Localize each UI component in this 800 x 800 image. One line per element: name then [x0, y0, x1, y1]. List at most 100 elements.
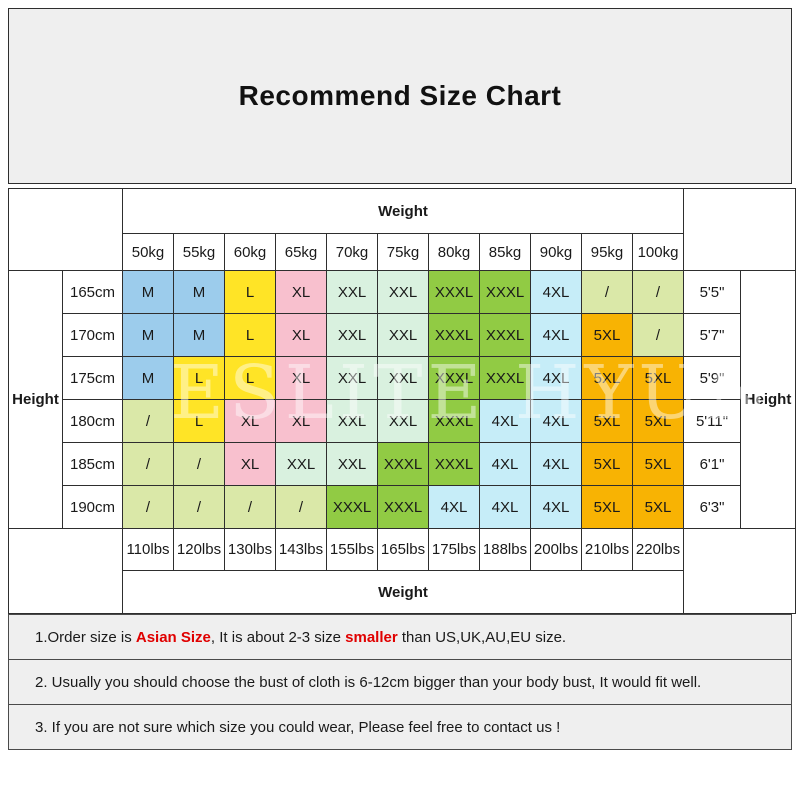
weight-kg-header: 55kg [173, 233, 225, 271]
weight-kg-header: 95kg [581, 233, 633, 271]
weight-header-row: Weight [8, 188, 797, 271]
kg-header-row: 50kg 55kg 60kg 65kg 70kg 75kg 80kg 85kg 90kg 95kg… [9, 233, 796, 271]
weight-lbs-header: 120lbs [173, 528, 225, 571]
lbs-header-row: 110lbs 120lbs 130lbs 143lbs 155lbs 165lbs 175l… [8, 528, 797, 614]
size-cell: M [173, 313, 225, 357]
size-row-190cm: 190cm / / / / XXXL XXXL 4XL 4XL 4XL 5XL 5XL 6'3" [9, 485, 796, 529]
size-cell: 4XL [428, 485, 480, 529]
size-cell: 4XL [530, 270, 582, 314]
size-cell: XXL [326, 313, 378, 357]
size-row-165cm: Height 165cm M M L XL XXL XXL XXXL XXXL 4XL //5'5" H… [8, 270, 797, 529]
weight-kg-header: 70kg [326, 233, 378, 271]
notes-section: 1.Order size is Asian Size, It is about … [8, 614, 792, 750]
size-cell: XL [224, 442, 276, 486]
size-cell: M [173, 270, 225, 314]
weight-kg-header: 60kg [224, 233, 276, 271]
size-row-180cm: 180cm / L XL XL XXL XXL XXXL 4XL 4XL 5XL 5XL 5'11" [9, 399, 796, 443]
size-cell: M [122, 270, 174, 314]
height-cm-header: 180cm [62, 399, 123, 443]
size-cell: / [173, 442, 225, 486]
weight-lbs-header: 175lbs [428, 528, 480, 571]
content-area: Recommend Size Chart Weight 50kg 55kg 60kg… [8, 8, 797, 750]
size-cell: XL [275, 399, 327, 443]
height-ft-header: 6'3" [683, 485, 742, 529]
size-cell: / [122, 442, 174, 486]
size-cell: XXXL [428, 313, 480, 357]
height-label-left: Height [8, 270, 63, 529]
size-cell: 5XL [581, 442, 633, 486]
corner-cell-top-right [683, 188, 797, 271]
size-row-170cm: 170cm M M L XL XXL XXL XXXL XXXL 4XL 5XL/5'7" [9, 313, 796, 357]
weight-kg-header: 50kg [122, 233, 174, 271]
weight-kg-header: 85kg [479, 233, 531, 271]
size-cell: 4XL [479, 399, 531, 443]
height-cm-header: 170cm [62, 313, 123, 357]
weight-kg-header: 100kg [631, 233, 685, 271]
size-cell: XXXL [326, 485, 378, 529]
size-cell: 5XL [581, 356, 633, 400]
size-table: Weight 50kg 55kg 60kg 65kg 70kg 75kg 80kg 85kg 9… [8, 188, 797, 614]
size-cell: L [224, 313, 276, 357]
size-cell: XXXL [479, 270, 531, 314]
weight-kg-header: 80kg [428, 233, 480, 271]
size-cell: XL [275, 313, 327, 357]
height-label-right: Height [740, 270, 797, 529]
size-cell: 4XL [479, 485, 531, 529]
size-cell: 4XL [530, 485, 582, 529]
height-ft-header: 5'5" [683, 270, 742, 314]
table-foot-group: 110lbs 120lbs 130lbs 143lbs 155lbs 165lbs 175l… [8, 528, 797, 614]
size-cell: M [122, 356, 174, 400]
size-cell: XXXL [377, 485, 429, 529]
height-ft-header: 5'9" [683, 356, 742, 400]
weight-lbs-header: 220lbs [631, 528, 685, 571]
page-title: Recommend Size Chart [238, 80, 562, 111]
weight-lbs-header: 143lbs [275, 528, 327, 571]
weight-header-top: Weight [121, 188, 685, 234]
size-cell: XXL [275, 442, 327, 486]
weight-lbs-header: 210lbs [581, 528, 633, 571]
size-cell: 5XL [581, 485, 633, 529]
size-cell: L [173, 356, 225, 400]
size-cell: 5XL [581, 399, 633, 443]
size-cell: XXXL [428, 270, 480, 314]
note-1: 1.Order size is Asian Size, It is about … [8, 614, 792, 660]
size-cell: L [224, 270, 276, 314]
weight-footer-row: Weight [9, 570, 796, 614]
size-cell: / [173, 485, 225, 529]
title-panel: Recommend Size Chart [8, 8, 792, 184]
size-rows-group: Height 165cm M M L XL XXL XXL XXXL XXXL 4XL //5'5" H… [8, 270, 797, 529]
size-cell: 4XL [530, 356, 582, 400]
size-cell: 4XL [479, 442, 531, 486]
height-ft-header: 5'11" [683, 399, 742, 443]
size-cell: 5XL [631, 356, 685, 400]
size-cell: / [631, 270, 685, 314]
size-cell: M [122, 313, 174, 357]
size-cell: 4XL [530, 399, 582, 443]
weight-lbs-header: 110lbs [122, 528, 174, 571]
size-cell: XXXL [479, 356, 531, 400]
size-cell: / [631, 313, 685, 357]
weight-kg-header: 90kg [530, 233, 582, 271]
weight-lbs-header: 200lbs [530, 528, 582, 571]
size-cell: XXXL [428, 442, 480, 486]
size-cell: 5XL [581, 313, 633, 357]
note-3: 3. If you are not sure which size you co… [8, 704, 792, 750]
corner-cell-bottom-right [683, 528, 797, 614]
size-cell: XXL [377, 270, 429, 314]
size-cell: XL [224, 399, 276, 443]
note-text: 1.Order size is Asian Size, It is about … [35, 628, 567, 646]
size-cell: 5XL [631, 442, 685, 486]
size-cell: XXL [326, 442, 378, 486]
size-cell: XXL [377, 313, 429, 357]
height-cm-header: 190cm [62, 485, 123, 529]
size-cell: XXL [377, 356, 429, 400]
weight-lbs-header: 165lbs [377, 528, 429, 571]
weight-kg-header: 65kg [275, 233, 327, 271]
size-cell: 4XL [530, 442, 582, 486]
size-cell: XXXL [428, 356, 480, 400]
size-row-185cm: 185cm / / XL XXL XXL XXXL XXXL 4XL 4XL 5XL 5XL 6'1" [9, 442, 796, 486]
size-cell: XXL [326, 399, 378, 443]
height-cm-header: 175cm [62, 356, 123, 400]
size-cell: 4XL [530, 313, 582, 357]
